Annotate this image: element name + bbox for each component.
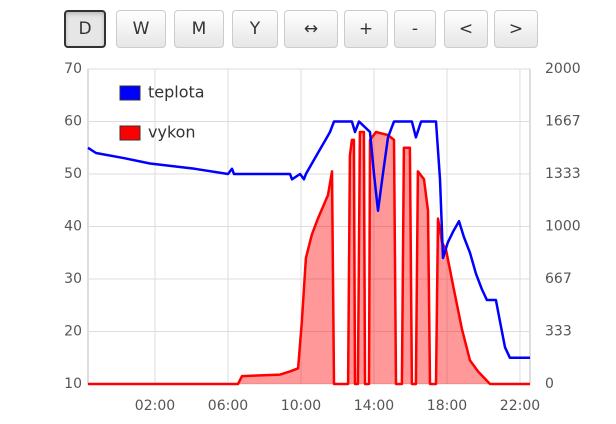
y-tick-label: 50 xyxy=(64,166,82,182)
x-tick-label: 10:00 xyxy=(281,398,321,414)
range-button[interactable]: M xyxy=(174,10,224,48)
x-tick-label: 22:00 xyxy=(500,398,540,414)
y-tick-label: 10 xyxy=(64,376,82,392)
y2-tick-label: 2000 xyxy=(545,61,581,77)
x-tick-label: 18:00 xyxy=(427,398,467,414)
range-button[interactable]: < xyxy=(444,10,488,48)
y-tick-label: 60 xyxy=(64,114,82,130)
legend-label: vykon xyxy=(148,123,196,142)
y2-tick-label: 1000 xyxy=(545,219,581,235)
line xyxy=(87,120,530,360)
area xyxy=(88,132,530,384)
legend-swatch xyxy=(119,85,141,101)
y-tick-label: 30 xyxy=(64,271,82,287)
range-button[interactable]: D xyxy=(64,10,106,48)
y2-tick-label: 1667 xyxy=(545,113,581,129)
y2-tick-label: 1333 xyxy=(545,166,581,182)
range-button[interactable]: > xyxy=(494,10,538,48)
x-tick-label: 02:00 xyxy=(135,398,175,414)
range-button[interactable]: Y xyxy=(232,10,278,48)
y-tick-label: 40 xyxy=(64,219,82,235)
x-tick-label: 14:00 xyxy=(354,398,394,414)
x-tick-label: 06:00 xyxy=(208,398,248,414)
legend-swatch xyxy=(119,125,141,141)
range-button[interactable]: - xyxy=(394,10,436,48)
legend-label: teplota xyxy=(148,83,205,102)
y2-tick-label: 333 xyxy=(545,324,572,340)
range-button[interactable]: + xyxy=(344,10,388,48)
y-tick-label: 70 xyxy=(64,61,82,77)
range-button[interactable]: ↔ xyxy=(284,10,338,48)
y2-tick-label: 667 xyxy=(545,271,572,287)
y2-tick-label: 0 xyxy=(545,376,554,392)
y-tick-label: 20 xyxy=(64,324,82,340)
range-button[interactable]: W xyxy=(116,10,166,48)
